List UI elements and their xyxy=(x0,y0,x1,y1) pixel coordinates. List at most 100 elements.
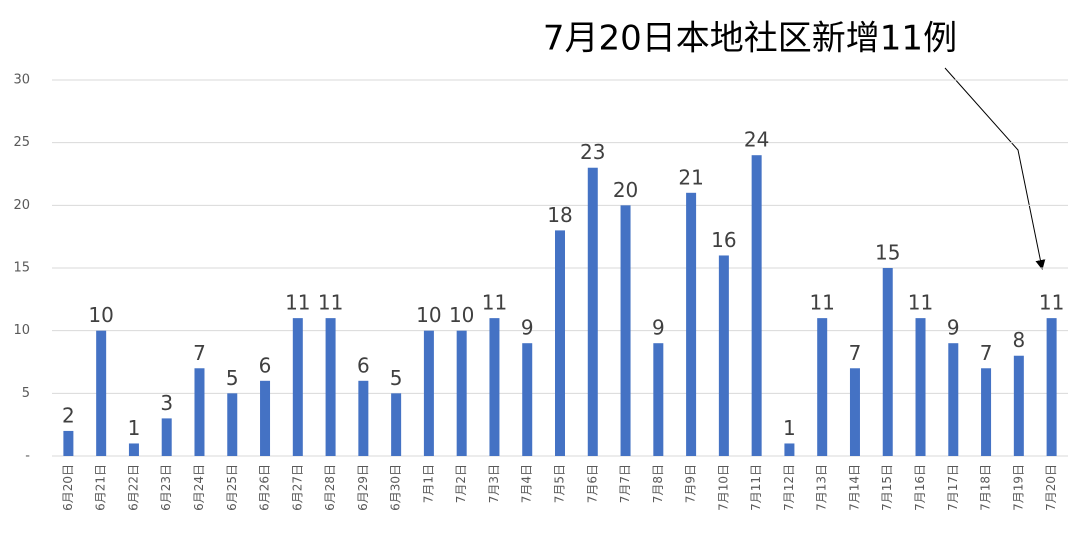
bar xyxy=(423,330,434,456)
value-label: 1 xyxy=(128,416,141,440)
bar xyxy=(161,418,172,456)
value-label: 5 xyxy=(226,366,239,390)
y-tick-label: 25 xyxy=(13,135,30,150)
y-tick-label: 20 xyxy=(13,198,30,213)
x-tick-label: 7月20日 xyxy=(1044,464,1058,511)
bar xyxy=(96,330,107,456)
value-label: 2 xyxy=(62,403,75,427)
value-label: 9 xyxy=(521,316,534,340)
value-label: 1 xyxy=(783,416,796,440)
value-label: 7 xyxy=(849,341,862,365)
x-tick-label: 7月4日 xyxy=(520,464,534,503)
bar xyxy=(555,230,565,456)
value-label: 16 xyxy=(711,228,736,252)
bar xyxy=(948,343,959,456)
x-tick-label: 7月19日 xyxy=(1011,464,1025,511)
value-label: 9 xyxy=(652,316,665,340)
x-tick-label: 7月10日 xyxy=(716,464,730,511)
bar xyxy=(686,192,697,457)
value-label: 8 xyxy=(1012,328,1025,352)
value-label: 18 xyxy=(547,203,572,227)
value-label: 24 xyxy=(744,128,769,152)
bar xyxy=(1046,318,1057,456)
y-tick-label: - xyxy=(25,449,30,464)
x-tick-label: 7月13日 xyxy=(815,464,829,511)
value-label: 3 xyxy=(160,391,173,415)
x-tick-label: 7月7日 xyxy=(618,464,632,503)
value-label: 10 xyxy=(88,303,113,327)
bar xyxy=(784,443,795,456)
x-tick-label: 6月26日 xyxy=(258,464,272,511)
y-tick-label: 30 xyxy=(13,73,30,88)
chart-title: 7月20日本地社区新增11例 xyxy=(543,19,957,59)
x-tick-label: 6月24日 xyxy=(192,464,206,511)
annotation-arrow xyxy=(944,67,1046,270)
bar xyxy=(522,343,533,456)
value-label: 21 xyxy=(678,165,703,189)
bar xyxy=(325,318,336,456)
x-tick-label: 7月6日 xyxy=(585,464,599,503)
value-label: 15 xyxy=(875,241,900,265)
bar xyxy=(817,318,828,456)
value-label: 11 xyxy=(285,291,310,315)
bar xyxy=(358,380,369,456)
value-label: 11 xyxy=(809,291,834,315)
y-tick-label: 15 xyxy=(13,261,30,276)
bar xyxy=(981,368,992,456)
x-tick-label: 7月8日 xyxy=(651,464,665,503)
y-tick-label: 10 xyxy=(13,323,30,338)
value-label: 6 xyxy=(259,353,272,377)
x-tick-label: 7月15日 xyxy=(880,464,894,511)
bar xyxy=(489,318,500,456)
x-tick-label: 6月25日 xyxy=(225,464,239,511)
x-tick-label: 7月18日 xyxy=(979,464,993,511)
x-tick-label: 7月12日 xyxy=(782,464,796,511)
x-tick-label: 7月5日 xyxy=(553,464,567,503)
bar xyxy=(915,318,926,456)
bar xyxy=(882,268,893,456)
value-label: 10 xyxy=(416,303,441,327)
bar xyxy=(587,167,598,456)
value-label: 11 xyxy=(1039,291,1064,315)
x-tick-label: 6月21日 xyxy=(94,464,108,511)
bar xyxy=(63,430,74,456)
value-label: 5 xyxy=(390,366,403,390)
value-label: 20 xyxy=(613,178,638,202)
bar xyxy=(751,155,762,456)
x-tick-label: 6月22日 xyxy=(126,464,140,511)
value-label: 7 xyxy=(193,341,206,365)
x-tick-label: 6月30日 xyxy=(389,464,403,511)
bar xyxy=(128,443,139,456)
value-label: 10 xyxy=(449,303,474,327)
bar xyxy=(1013,355,1024,456)
bar xyxy=(260,380,271,456)
x-tick-label: 6月20日 xyxy=(61,464,75,511)
x-tick-label: 7月14日 xyxy=(847,464,861,511)
value-label: 11 xyxy=(482,291,507,315)
x-tick-label: 6月27日 xyxy=(290,464,304,511)
x-tick-label: 7月3日 xyxy=(487,464,501,503)
bar xyxy=(653,343,664,456)
value-label: 7 xyxy=(980,341,993,365)
x-tick-label: 7月2日 xyxy=(454,464,468,503)
bar xyxy=(620,205,631,456)
value-label: 23 xyxy=(580,140,605,164)
value-label: 9 xyxy=(947,316,960,340)
bar xyxy=(456,330,467,456)
bar xyxy=(194,368,205,456)
bar xyxy=(849,368,860,456)
value-label: 11 xyxy=(318,291,343,315)
x-tick-label: 6月29日 xyxy=(356,464,370,511)
bar xyxy=(292,318,303,456)
x-tick-label: 6月23日 xyxy=(159,464,173,511)
x-tick-label: 7月16日 xyxy=(913,464,927,511)
x-tick-label: 7月9日 xyxy=(684,464,698,503)
bar xyxy=(227,393,238,456)
value-label: 11 xyxy=(908,291,933,315)
y-tick-label: 5 xyxy=(22,386,30,401)
x-tick-label: 7月17日 xyxy=(946,464,960,511)
value-label: 6 xyxy=(357,353,370,377)
x-tick-label: 7月11日 xyxy=(749,464,763,511)
bar xyxy=(718,255,729,456)
